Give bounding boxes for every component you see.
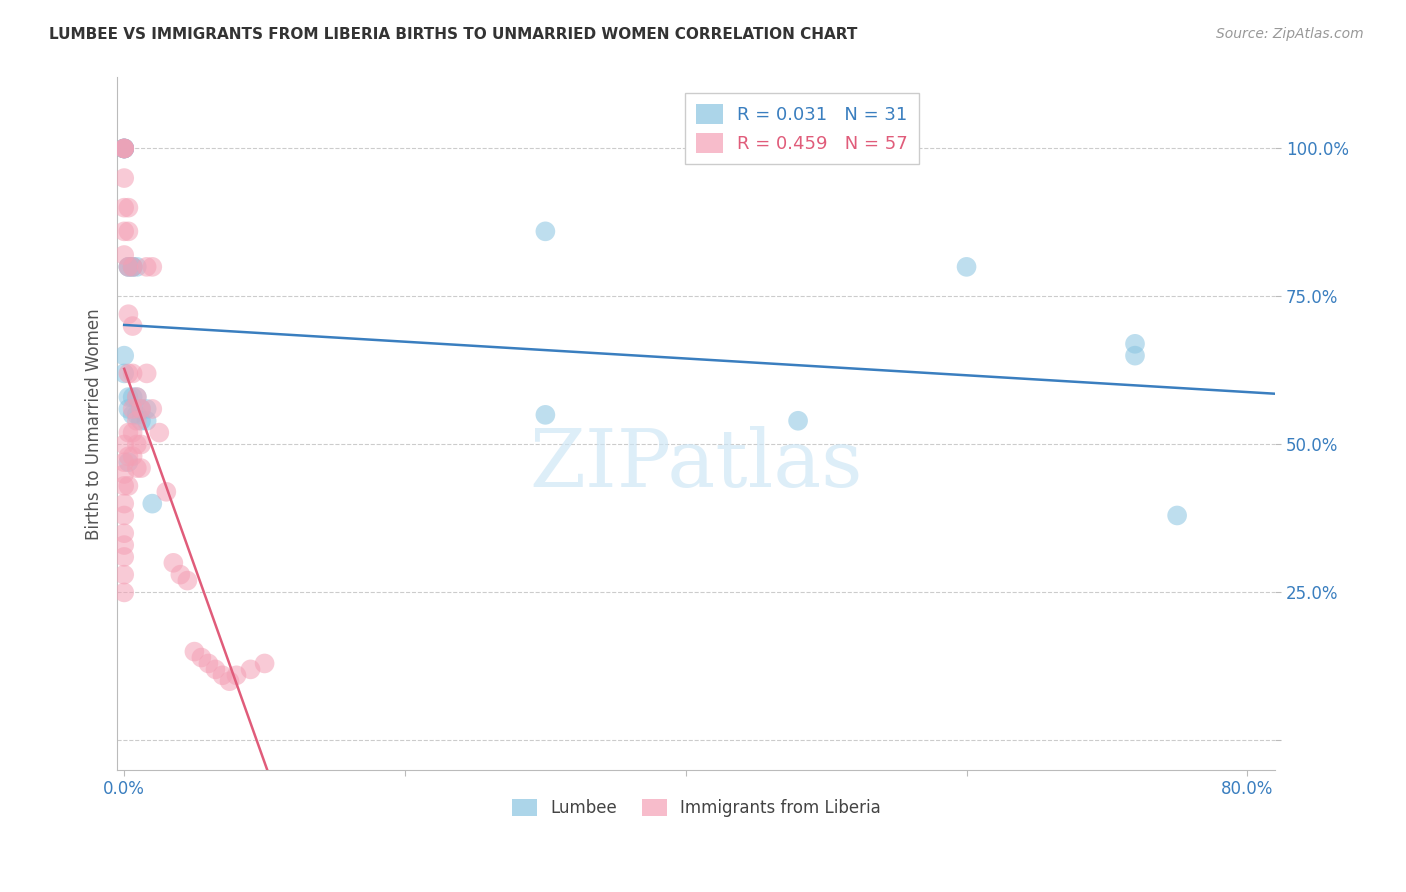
Point [183, 645, 205, 659]
Point [117, 260, 139, 274]
Point [141, 260, 163, 274]
Point [129, 461, 152, 475]
Point [125, 461, 148, 475]
Point [125, 390, 148, 404]
Point [211, 668, 233, 682]
Point [253, 657, 276, 671]
Point [121, 260, 143, 274]
Point [117, 390, 139, 404]
Point [112, 455, 135, 469]
Text: Source: ZipAtlas.com: Source: ZipAtlas.com [1216, 27, 1364, 41]
Point [112, 508, 135, 523]
Point [218, 674, 240, 689]
Point [117, 260, 139, 274]
Point [169, 567, 191, 582]
Point [135, 367, 157, 381]
Point [112, 201, 135, 215]
Point [162, 556, 184, 570]
Point [1123, 349, 1146, 363]
Point [125, 390, 148, 404]
Point [112, 141, 135, 155]
Point [121, 367, 143, 381]
Point [112, 549, 135, 564]
Point [117, 224, 139, 238]
Point [112, 141, 135, 155]
Point [112, 248, 135, 262]
Point [141, 401, 163, 416]
Point [121, 408, 143, 422]
Point [112, 526, 135, 541]
Point [1123, 336, 1146, 351]
Point [112, 585, 135, 599]
Point [125, 408, 148, 422]
Point [225, 668, 247, 682]
Point [135, 414, 157, 428]
Text: ZIPatlas: ZIPatlas [530, 426, 863, 504]
Point [112, 497, 135, 511]
Point [190, 650, 212, 665]
Point [121, 425, 143, 440]
Point [112, 141, 135, 155]
Point [125, 260, 148, 274]
Point [121, 260, 143, 274]
Point [112, 141, 135, 155]
Point [112, 538, 135, 552]
Y-axis label: Births to Unmarried Women: Births to Unmarried Women [86, 308, 103, 540]
Point [112, 437, 135, 451]
Point [117, 201, 139, 215]
Point [239, 662, 262, 676]
Point [121, 390, 143, 404]
Point [112, 467, 135, 481]
Point [117, 479, 139, 493]
Point [534, 224, 557, 238]
Point [787, 414, 810, 428]
Point [112, 141, 135, 155]
Point [112, 349, 135, 363]
Point [534, 408, 557, 422]
Point [148, 425, 170, 440]
Point [112, 141, 135, 155]
Point [117, 401, 139, 416]
Point [112, 367, 135, 381]
Point [155, 484, 177, 499]
Point [112, 141, 135, 155]
Text: LUMBEE VS IMMIGRANTS FROM LIBERIA BIRTHS TO UNMARRIED WOMEN CORRELATION CHART: LUMBEE VS IMMIGRANTS FROM LIBERIA BIRTHS… [49, 27, 858, 42]
Point [129, 437, 152, 451]
Point [125, 414, 148, 428]
Point [129, 401, 152, 416]
Point [112, 141, 135, 155]
Point [117, 450, 139, 464]
Point [135, 260, 157, 274]
Point [176, 574, 198, 588]
Point [129, 401, 152, 416]
Point [121, 450, 143, 464]
Point [955, 260, 977, 274]
Point [121, 401, 143, 416]
Point [121, 260, 143, 274]
Point [112, 567, 135, 582]
Point [112, 224, 135, 238]
Point [135, 401, 157, 416]
Point [112, 171, 135, 186]
Point [141, 497, 163, 511]
Legend: Lumbee, Immigrants from Liberia: Lumbee, Immigrants from Liberia [505, 792, 887, 824]
Point [1166, 508, 1188, 523]
Point [121, 319, 143, 334]
Point [117, 425, 139, 440]
Point [117, 367, 139, 381]
Point [129, 414, 152, 428]
Point [112, 479, 135, 493]
Point [117, 260, 139, 274]
Point [117, 455, 139, 469]
Point [204, 662, 226, 676]
Point [125, 437, 148, 451]
Point [197, 657, 219, 671]
Point [117, 307, 139, 321]
